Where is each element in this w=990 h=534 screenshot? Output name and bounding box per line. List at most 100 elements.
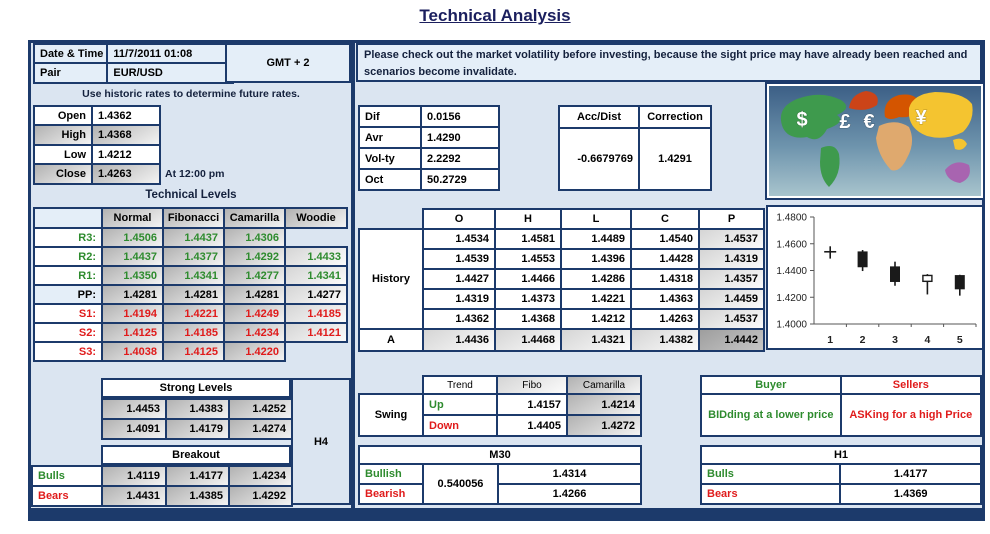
high-value[interactable]: 1.4368 — [91, 124, 161, 146]
h1-header[interactable]: H1 — [700, 445, 982, 465]
cell[interactable]: 1.4363 — [630, 288, 700, 310]
col-header-normal[interactable]: Normal — [101, 207, 164, 229]
cell[interactable]: 1.4272 — [566, 414, 642, 437]
cell[interactable]: 1.4274 — [228, 418, 293, 440]
cell[interactable]: 1.4581 — [494, 228, 562, 250]
cell[interactable]: 1.4383 — [165, 398, 230, 420]
row-label-r3[interactable]: R3: — [33, 227, 103, 248]
gmt-offset-cell[interactable]: GMT + 2 — [225, 43, 351, 83]
cell[interactable]: 1.4468 — [494, 328, 562, 352]
cell[interactable]: 1.4318 — [630, 268, 700, 290]
bearish-label[interactable]: Bearish — [358, 483, 424, 505]
cell[interactable]: 1.4306 — [223, 227, 286, 248]
swing-label[interactable]: Swing — [358, 393, 424, 437]
cell[interactable]: 1.4405 — [496, 414, 568, 437]
cell[interactable]: 1.4281 — [162, 284, 225, 305]
avr-label[interactable]: Avr — [358, 126, 422, 149]
col-header-fibonacci[interactable]: Fibonacci — [162, 207, 225, 229]
cell[interactable]: 1.4437 — [162, 227, 225, 248]
row-label-r2[interactable]: R2: — [33, 246, 103, 267]
cell[interactable]: 1.4234 — [223, 322, 286, 343]
strong-levels-header[interactable]: Strong Levels — [101, 378, 291, 398]
cell[interactable]: 1.4382 — [630, 328, 700, 352]
pair-value[interactable]: EUR/USD — [106, 62, 235, 84]
corner-cell[interactable] — [33, 207, 103, 229]
cell[interactable]: 1.4277 — [284, 284, 348, 305]
low-value[interactable]: 1.4212 — [91, 144, 161, 165]
cell[interactable]: 1.4119 — [101, 465, 167, 487]
volty-label[interactable]: Vol-ty — [358, 147, 422, 170]
cell[interactable]: 1.4506 — [101, 227, 164, 248]
timeframe-h4-cell[interactable]: H4 — [291, 378, 351, 505]
open-label[interactable]: Open — [33, 105, 93, 126]
cell[interactable]: 1.4453 — [101, 398, 167, 420]
cell[interactable]: 1.4433 — [284, 246, 348, 267]
col-header-woodie[interactable]: Woodie — [284, 207, 348, 229]
dif-label[interactable]: Dif — [358, 105, 422, 128]
col-header-trend[interactable]: Trend — [422, 375, 498, 395]
cell[interactable]: 1.4428 — [630, 248, 700, 270]
col-header-l[interactable]: L — [560, 208, 632, 230]
oct-label[interactable]: Oct — [358, 168, 422, 191]
close-label[interactable]: Close — [33, 163, 93, 185]
breakout-header[interactable]: Breakout — [101, 445, 291, 465]
sellers-note[interactable]: ASKing for a high Price — [839, 393, 983, 437]
cell[interactable]: 1.4263 — [630, 308, 700, 330]
cell[interactable]: 1.4553 — [494, 248, 562, 270]
average-row-label[interactable]: A — [358, 328, 424, 352]
cell[interactable]: 1.4373 — [494, 288, 562, 310]
date-time-value[interactable]: 11/7/2011 01:08 — [106, 43, 235, 64]
cell[interactable]: 1.4368 — [494, 308, 562, 330]
correction-value[interactable]: 1.4291 — [638, 127, 712, 191]
swing-up-label[interactable]: Up — [422, 393, 498, 416]
cell[interactable]: 1.4220 — [223, 341, 286, 362]
m30-header[interactable]: M30 — [358, 445, 642, 465]
bullish-label[interactable]: Bullish — [358, 463, 424, 485]
pair-label[interactable]: Pair — [32, 62, 109, 84]
cell[interactable]: 1.4038 — [101, 341, 164, 362]
cell[interactable]: 1.4179 — [165, 418, 230, 440]
cell[interactable]: 1.4319 — [698, 248, 765, 270]
cell[interactable]: 1.4437 — [101, 246, 164, 267]
cell[interactable]: 1.4157 — [496, 393, 568, 416]
h1-bulls-label[interactable]: Bulls — [699, 463, 842, 485]
date-time-label[interactable]: Date & Time — [32, 43, 109, 64]
cell[interactable]: 1.4466 — [494, 268, 562, 290]
h1-bears-value[interactable]: 1.4369 — [839, 483, 982, 505]
cell[interactable]: 1.4489 — [560, 228, 632, 250]
col-header-camarilla[interactable]: Camarilla — [223, 207, 286, 229]
row-label-s1[interactable]: S1: — [33, 303, 103, 324]
cell[interactable]: 1.4212 — [560, 308, 632, 330]
row-label-pp[interactable]: PP: — [33, 284, 103, 305]
bearish-value[interactable]: 1.4266 — [497, 483, 642, 505]
cell[interactable]: 1.4427 — [422, 268, 496, 290]
cell[interactable]: 1.4194 — [101, 303, 164, 324]
cell[interactable]: 1.4534 — [422, 228, 496, 250]
close-value[interactable]: 1.4263 — [91, 163, 161, 185]
cell[interactable]: 1.4185 — [162, 322, 225, 343]
accdist-header[interactable]: Acc/Dist — [558, 105, 640, 129]
cell[interactable]: 1.4537 — [698, 308, 765, 330]
cell[interactable]: 1.4252 — [228, 398, 293, 420]
cell[interactable]: 1.4459 — [698, 288, 765, 310]
cell[interactable]: 1.4281 — [101, 284, 164, 305]
buyer-note[interactable]: BIDding at a lower price — [700, 393, 842, 437]
avr-value[interactable]: 1.4290 — [420, 126, 500, 149]
m30-factor[interactable]: 0.540056 — [422, 463, 499, 505]
bulls-label[interactable]: Bulls — [31, 465, 103, 487]
cell[interactable]: 1.4357 — [698, 268, 765, 290]
open-value[interactable]: 1.4362 — [91, 105, 161, 126]
dif-value[interactable]: 0.0156 — [420, 105, 500, 128]
col-header-c[interactable]: C — [630, 208, 700, 230]
cell[interactable]: 1.4442 — [698, 328, 765, 352]
cell[interactable]: 1.4385 — [165, 485, 230, 507]
col-header-fibo[interactable]: Fibo — [496, 375, 568, 395]
swing-down-label[interactable]: Down — [422, 414, 498, 437]
col-header-p[interactable]: P — [698, 208, 765, 230]
cell[interactable]: 1.4539 — [422, 248, 496, 270]
cell[interactable]: 1.4281 — [223, 284, 286, 305]
cell[interactable]: 1.4277 — [223, 265, 286, 286]
cell[interactable]: 1.4341 — [284, 265, 348, 286]
cell[interactable]: 1.4221 — [162, 303, 225, 324]
bears-label[interactable]: Bears — [31, 485, 103, 507]
